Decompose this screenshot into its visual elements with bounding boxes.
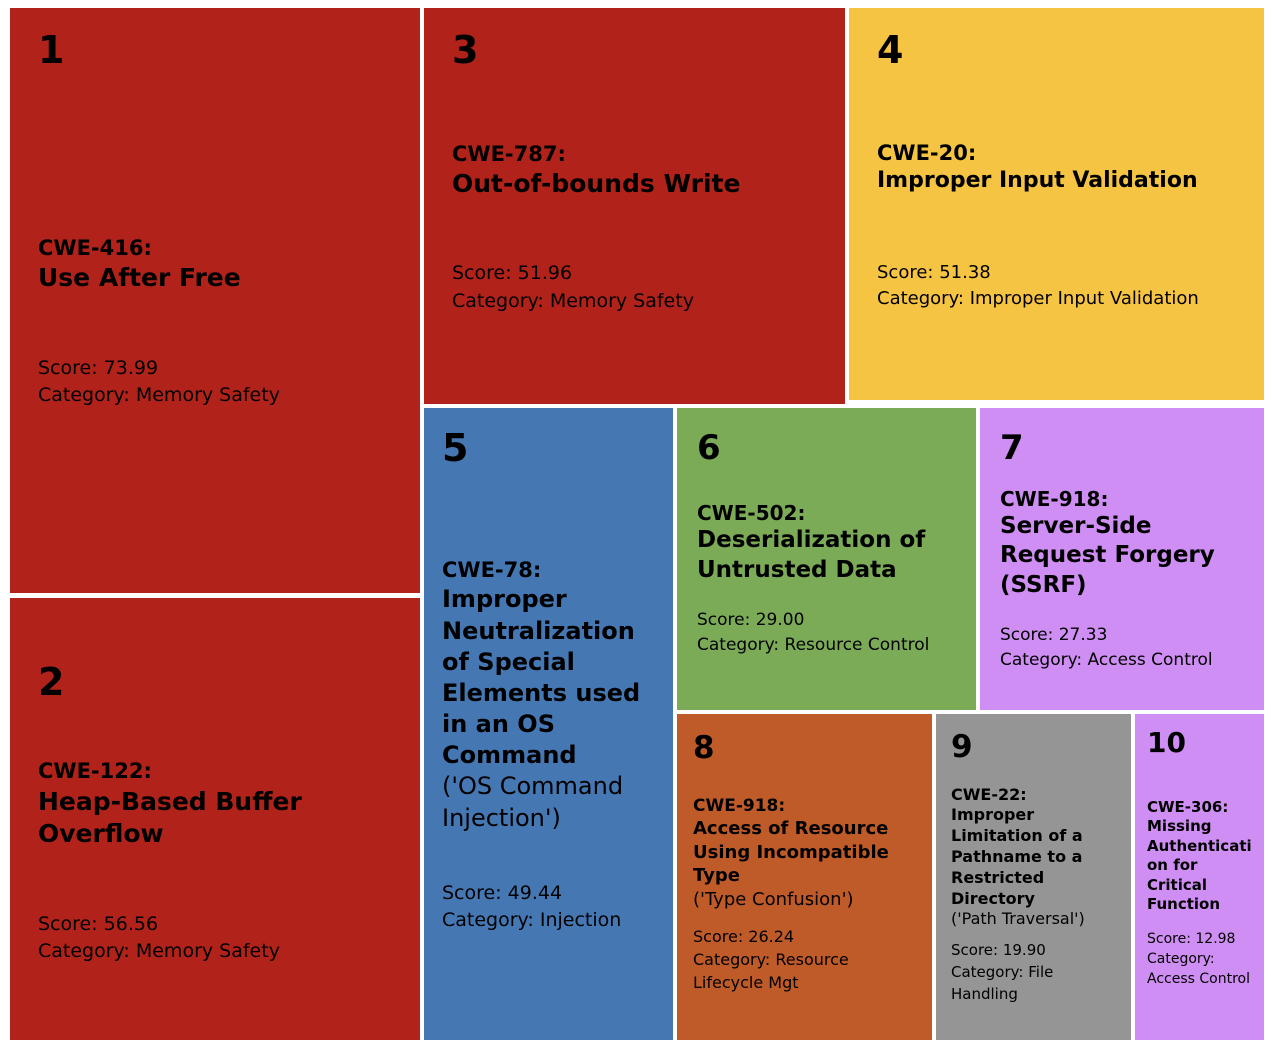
cwe-name: Heap-Based Buffer Overflow bbox=[38, 786, 302, 849]
cwe-id: CWE-787: bbox=[452, 141, 566, 166]
category-text: Category: Memory Safety bbox=[38, 384, 280, 407]
cell-rank: 10 bbox=[1147, 726, 1186, 759]
cwe-name: Out-of-bounds Write bbox=[452, 168, 741, 198]
category-text: Category: Injection bbox=[442, 909, 622, 932]
cell-meta: Score: 73.99 Category: Memory Safety bbox=[38, 355, 392, 410]
treemap-cell-7[interactable]: 7 CWE-918: Server-Side Request Forgery (… bbox=[980, 408, 1264, 710]
cwe-qualifier: ('Type Confusion') bbox=[693, 888, 854, 910]
treemap-cell-1[interactable]: 1 CWE-416: Use After Free Score: 73.99 C… bbox=[10, 8, 420, 593]
cwe-name: Deserialization of Untrusted Data bbox=[697, 527, 926, 584]
cell-meta: Score: 26.24 Category: Resource Lifecycl… bbox=[693, 925, 916, 995]
cell-rank: 3 bbox=[452, 28, 479, 72]
cwe-name: Improper Input Validation bbox=[877, 168, 1198, 194]
cell-meta: Score: 29.00 Category: Resource Control bbox=[697, 608, 956, 657]
cell-rank: 6 bbox=[697, 428, 721, 468]
cell-body: CWE-20: Improper Input Validation Score:… bbox=[877, 140, 1250, 312]
score-text: Score: 49.44 bbox=[442, 881, 563, 904]
treemap-cell-10[interactable]: 10 CWE-306: Missing Authentication for C… bbox=[1135, 714, 1264, 1040]
score-text: Score: 27.33 bbox=[1000, 625, 1108, 646]
cwe-qualifier: ('OS Command Injection') bbox=[442, 772, 624, 832]
cell-meta: Score: 51.38 Category: Improper Input Va… bbox=[877, 260, 1250, 312]
category-text: Category: Access Control bbox=[1147, 950, 1250, 988]
cell-body: CWE-306: Missing Authentication for Crit… bbox=[1147, 798, 1252, 990]
treemap-cell-2[interactable]: 2 CWE-122: Heap-Based Buffer Overflow Sc… bbox=[10, 598, 420, 1040]
cell-meta: Score: 49.44 Category: Injection bbox=[442, 880, 655, 935]
treemap-cell-5[interactable]: 5 CWE-78: Improper Neutralization of Spe… bbox=[424, 408, 673, 1040]
cwe-name: Improper Neutralization of Special Eleme… bbox=[442, 585, 641, 770]
score-text: Score: 26.24 bbox=[693, 927, 795, 947]
score-text: Score: 19.90 bbox=[951, 941, 1046, 960]
cwe-name: Server-Side Request Forgery (SSRF) bbox=[1000, 512, 1215, 599]
score-text: Score: 51.38 bbox=[877, 261, 991, 283]
cell-meta: Score: 27.33 Category: Access Control bbox=[1000, 623, 1244, 672]
cell-meta: Score: 56.56 Category: Memory Safety bbox=[38, 911, 392, 966]
score-text: Score: 73.99 bbox=[38, 356, 159, 379]
cell-body: CWE-122: Heap-Based Buffer Overflow Scor… bbox=[38, 758, 392, 965]
category-text: Category: File Handling bbox=[951, 962, 1054, 1003]
cell-body: CWE-918: Access of Resource Using Incomp… bbox=[693, 795, 916, 994]
cwe-name: Use After Free bbox=[38, 263, 241, 293]
cell-body: CWE-918: Server-Side Request Forgery (SS… bbox=[1000, 486, 1244, 673]
treemap-cell-6[interactable]: 6 CWE-502: Deserialization of Untrusted … bbox=[677, 408, 976, 710]
score-text: Score: 29.00 bbox=[697, 610, 805, 631]
treemap-cell-9[interactable]: 9 CWE-22: Improper Limitation of a Pathn… bbox=[936, 714, 1131, 1040]
treemap-cell-8[interactable]: 8 CWE-918: Access of Resource Using Inco… bbox=[677, 714, 932, 1040]
cwe-id: CWE-20: bbox=[877, 140, 977, 165]
category-text: Category: Resource Lifecycle Mgt bbox=[693, 950, 849, 993]
cell-rank: 2 bbox=[38, 660, 65, 704]
cell-meta: Score: 19.90 Category: File Handling bbox=[951, 940, 1116, 1005]
score-text: Score: 51.96 bbox=[452, 262, 573, 285]
category-text: Category: Improper Input Validation bbox=[877, 287, 1199, 309]
cell-body: CWE-502: Deserialization of Untrusted Da… bbox=[697, 500, 956, 657]
cwe-id: CWE-416: bbox=[38, 236, 152, 261]
category-text: Category: Access Control bbox=[1000, 649, 1213, 670]
category-text: Category: Memory Safety bbox=[38, 940, 280, 963]
cell-body: CWE-787: Out-of-bounds Write Score: 51.9… bbox=[452, 141, 817, 316]
category-text: Category: Resource Control bbox=[697, 634, 930, 655]
cell-body: CWE-22: Improper Limitation of a Pathnam… bbox=[951, 785, 1116, 1006]
cell-rank: 9 bbox=[951, 729, 973, 765]
cwe-id: CWE-78: bbox=[442, 558, 542, 583]
cwe-id: CWE-918: bbox=[1000, 486, 1109, 511]
cell-rank: 1 bbox=[38, 28, 65, 72]
category-text: Category: Memory Safety bbox=[452, 289, 694, 312]
cwe-id: CWE-502: bbox=[697, 501, 806, 526]
treemap-cell-3[interactable]: 3 CWE-787: Out-of-bounds Write Score: 51… bbox=[424, 8, 845, 404]
treemap-cell-4[interactable]: 4 CWE-20: Improper Input Validation Scor… bbox=[849, 8, 1264, 400]
cell-body: CWE-416: Use After Free Score: 73.99 Cat… bbox=[38, 235, 392, 410]
cell-meta: Score: 51.96 Category: Memory Safety bbox=[452, 260, 817, 315]
cell-rank: 8 bbox=[693, 730, 715, 766]
cwe-id: CWE-306: bbox=[1147, 797, 1229, 816]
cell-rank: 5 bbox=[442, 426, 469, 470]
cell-body: CWE-78: Improper Neutralization of Speci… bbox=[442, 557, 655, 935]
cwe-id: CWE-918: bbox=[693, 796, 786, 817]
cwe-id: CWE-122: bbox=[38, 759, 152, 784]
cell-rank: 4 bbox=[877, 28, 904, 72]
cwe-name: Improper Limitation of a Pathname to a R… bbox=[951, 805, 1083, 908]
cell-meta: Score: 12.98 Category: Access Control bbox=[1147, 929, 1252, 990]
cell-rank: 7 bbox=[1000, 428, 1024, 468]
score-text: Score: 56.56 bbox=[38, 912, 159, 935]
cwe-id: CWE-22: bbox=[951, 784, 1027, 804]
cwe-qualifier: ('Path Traversal') bbox=[951, 909, 1085, 929]
score-text: Score: 12.98 bbox=[1147, 930, 1236, 947]
cwe-name: Access of Resource Using Incompatible Ty… bbox=[693, 818, 889, 887]
cwe-name: Missing Authentication for Critical Func… bbox=[1147, 817, 1252, 914]
